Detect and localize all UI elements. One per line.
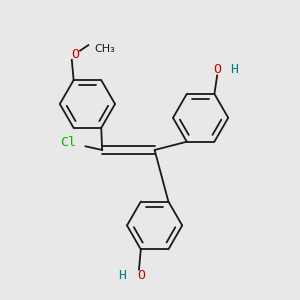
Text: O: O — [213, 64, 221, 76]
Text: Cl: Cl — [60, 136, 76, 149]
Text: CH₃: CH₃ — [95, 44, 116, 54]
Text: H: H — [118, 268, 126, 282]
Text: O: O — [71, 48, 80, 61]
Text: O: O — [137, 268, 145, 282]
Text: H: H — [230, 64, 238, 76]
